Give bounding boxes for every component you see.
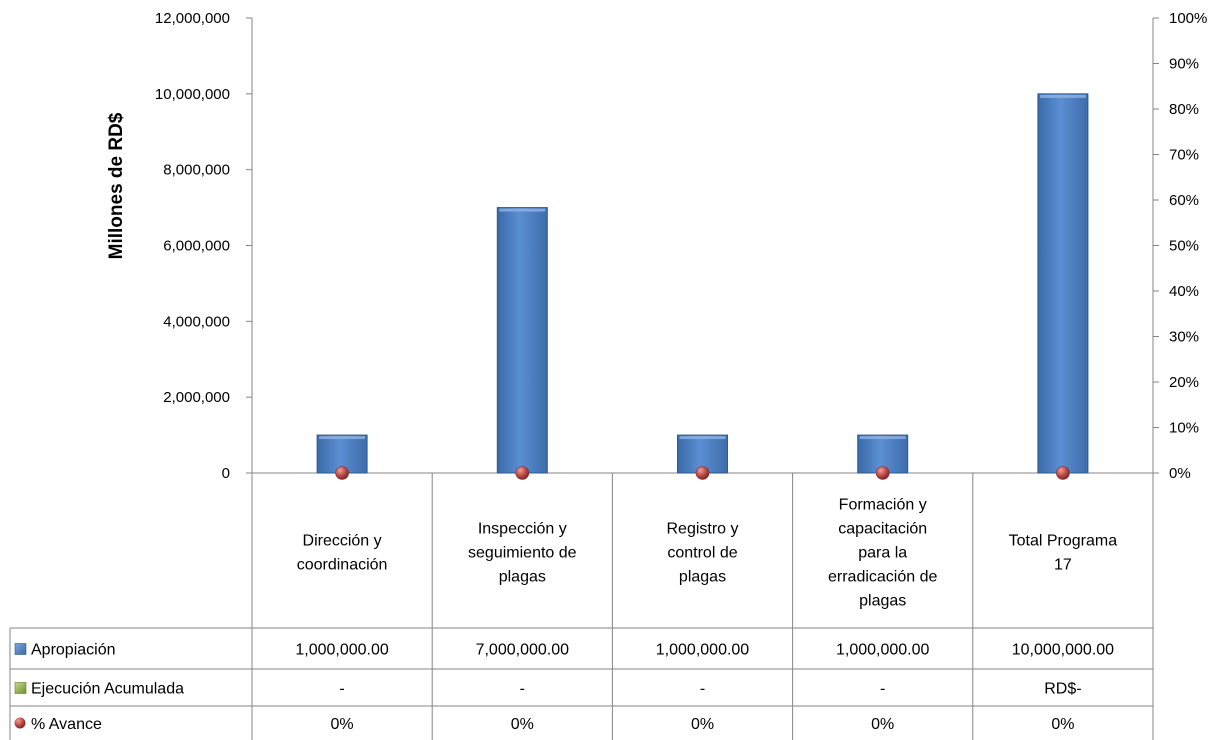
x-tick-label: Dirección y coordinación [297, 533, 388, 574]
y2-tick-label: 100% [1169, 10, 1207, 27]
marker-avance [875, 466, 890, 480]
table-cell: 0% [1051, 716, 1074, 733]
y2-tick-label: 50% [1169, 238, 1199, 255]
axes: 0 2,000,000 4,000,000 6,000,000 8,000,000 10,… [106, 10, 1207, 740]
x-tick-label: Registro y control de plagas [666, 521, 738, 586]
table-cell: 0% [511, 716, 534, 733]
legend-key-icon [14, 643, 27, 655]
y-tick-label: 8,000,000 [163, 162, 230, 179]
bar-apropiacion [1037, 93, 1089, 474]
y2-tick-label: 30% [1169, 329, 1199, 346]
y-tick-label: 10,000,000 [155, 86, 230, 103]
y2-tick-label: 40% [1169, 283, 1199, 300]
x-tick-label: Formación y capacitación para la erradicaci… [828, 497, 938, 610]
y2-tick-label: 20% [1169, 374, 1199, 391]
bar-apropiacion-highlight [679, 436, 726, 440]
bar-apropiacion [496, 207, 548, 474]
table-cell: - [700, 681, 705, 698]
bar-apropiacion-highlight [1039, 94, 1086, 98]
marker-avance [695, 466, 710, 480]
y2-tick-label: 80% [1169, 101, 1199, 118]
table-cell: RD$- [1044, 681, 1081, 698]
table-cell: 10,000,000.00 [1012, 642, 1114, 659]
bar-apropiacion-highlight [499, 208, 546, 212]
bar-apropiacion-highlight [319, 436, 366, 440]
table-cell: 0% [871, 716, 894, 733]
legend-label: % Avance [31, 716, 102, 733]
bar-apropiacion-highlight [859, 436, 906, 440]
y-tick-label: 4,000,000 [163, 313, 230, 330]
table-cell: - [520, 681, 525, 698]
table-cell: 1,000,000.00 [656, 642, 750, 659]
table-cell: 1,000,000.00 [295, 642, 389, 659]
x-tick-label: Inspección y seguimiento de plagas [468, 521, 577, 586]
marker-avance [335, 466, 349, 480]
legend-marker-icon [14, 717, 26, 729]
table-cell: 0% [691, 716, 714, 733]
table-cell: 7,000,000.00 [476, 642, 570, 659]
table-cell: - [339, 681, 344, 698]
y-tick-label: 2,000,000 [163, 389, 230, 406]
y2-tick-label: 70% [1169, 147, 1199, 164]
marker-avance [515, 466, 530, 480]
y2-tick-label: 90% [1169, 56, 1199, 73]
data-table: Apropiación Ejecución Acumulada % Avance 1,… [9, 627, 1153, 740]
markers [335, 466, 1070, 480]
bars [316, 93, 1089, 474]
table-cell: 1,000,000.00 [836, 642, 930, 659]
legend-label: Apropiación [31, 642, 116, 659]
legend-label: Ejecución Acumulada [31, 681, 184, 698]
y2-tick-label: 60% [1169, 192, 1199, 209]
y2-tick-label: 0% [1169, 465, 1191, 482]
y-axis-title: Millones de RD$ [106, 112, 127, 259]
table-cell: - [880, 681, 885, 698]
y-tick-label: 0 [222, 465, 230, 482]
marker-avance [1056, 466, 1070, 480]
y2-tick-label: 10% [1169, 420, 1199, 437]
table-cell: 0% [331, 716, 354, 733]
y-tick-label: 6,000,000 [163, 238, 230, 255]
x-tick-label: Total Programa 17 [1009, 533, 1118, 574]
y-tick-label: 12,000,000 [155, 10, 230, 27]
legend-key-icon [14, 682, 27, 694]
